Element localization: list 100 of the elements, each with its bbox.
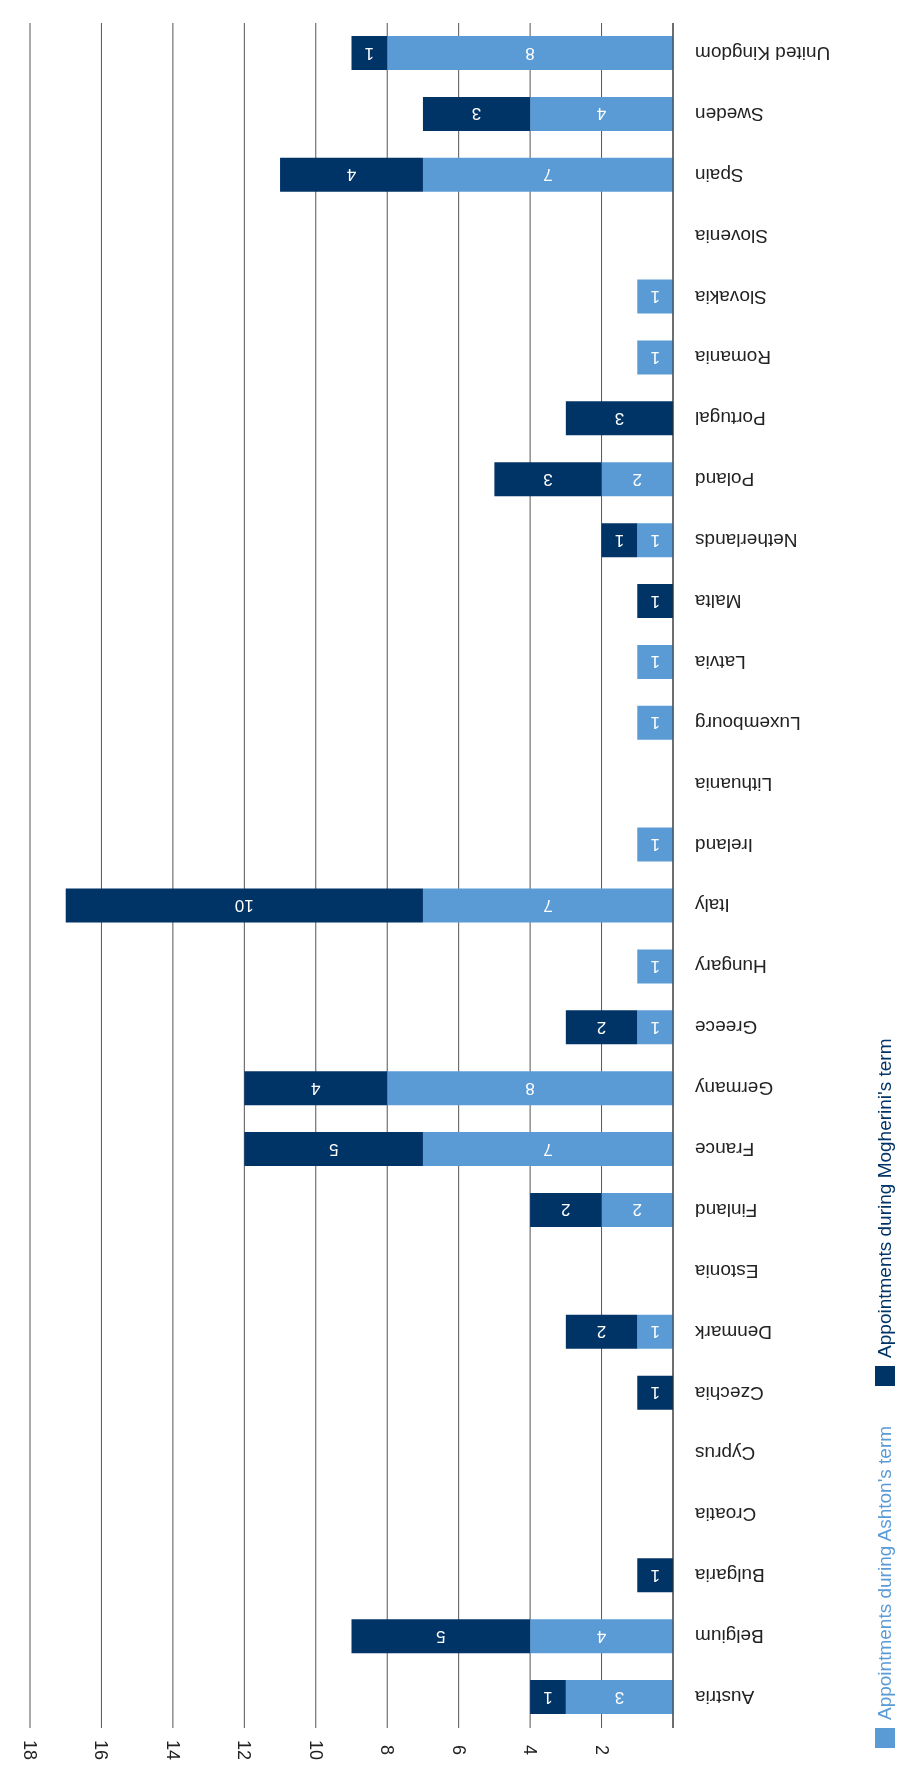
data-label: 1 [650,1322,660,1342]
bar [351,36,388,70]
bar [530,1619,673,1654]
data-label: 1 [650,652,660,672]
bar [565,1680,673,1715]
bar [280,157,423,192]
data-label: 1 [650,956,660,976]
bar [637,949,673,984]
bar [530,1680,566,1715]
y-tick-label: Cyprus [695,1443,756,1465]
data-label: 5 [436,1626,446,1646]
bar [637,1558,673,1593]
y-tick-label: Slovakia [694,286,767,308]
bar [637,1375,673,1410]
data-label: 7 [543,165,553,185]
y-tick-label: France [695,1139,755,1161]
y-tick-label: Bulgaria [694,1565,765,1587]
y-tick-label: Luxembourg [695,712,801,734]
data-label: 7 [543,896,553,915]
y-tick-label: Estonia [694,1260,759,1282]
y-tick-label: Slovenia [694,225,768,247]
bar [637,1010,673,1045]
y-tick-label: Austria [694,1687,755,1709]
bar [637,705,673,740]
bar [637,340,673,375]
bar [637,523,673,558]
data-label: 1 [650,713,660,733]
data-label: 4 [596,1626,607,1646]
data-label: 8 [525,1078,535,1098]
x-tick-label: 8 [377,1744,398,1756]
y-tick-label: Denmark [694,1321,773,1343]
y-tick-label: Greece [695,1017,758,1039]
data-label: 1 [650,287,660,307]
bar [351,1619,531,1654]
text: Appointments during Ashton's term [874,1425,896,1720]
bar [601,462,673,497]
bar [244,1071,388,1106]
data-label: 1 [650,1565,660,1585]
bar [422,96,531,131]
data-label: 10 [234,896,254,915]
bar [422,888,673,923]
x-tick-label: 10 [305,1739,326,1761]
text: Appointments during Mogherini's term [874,1038,896,1358]
data-label: 1 [650,530,660,550]
data-label: 3 [471,104,482,124]
bar [244,1132,423,1167]
x-tick-label: 4 [520,1744,541,1756]
bar [637,279,673,314]
data-label: 1 [650,835,660,855]
x-tick-label: 12 [234,1739,255,1761]
data-label: 3 [614,1687,625,1707]
y-tick-label: Croatia [694,1504,757,1526]
data-label: 7 [543,1139,553,1159]
data-label: 1 [364,43,375,63]
y-tick-label: Italy [694,895,730,917]
bar [565,401,673,436]
y-tick-label: Finland [695,1199,758,1221]
data-label: 8 [525,43,535,63]
data-label: 2 [561,1200,571,1220]
bar [422,157,673,192]
y-tick-label: Czechia [694,1382,764,1404]
y-tick-label: Malta [694,590,742,612]
y-tick-label: Lithuania [694,773,773,795]
bar [637,827,673,862]
bar [494,462,602,497]
data-label: 1 [614,530,625,550]
bar [637,584,673,619]
y-tick-label: Germany [694,1078,774,1100]
bar [637,1314,673,1349]
y-tick-label: Sweden [695,103,764,125]
data-label: 1 [650,347,660,367]
y-tick-label: Spain [695,164,744,186]
y-tick-label: Belgium [695,1626,764,1648]
data-label: 5 [328,1139,339,1159]
data-label: 4 [596,104,607,124]
y-tick-label: Romania [694,347,772,369]
x-tick-label: 18 [20,1739,40,1761]
bar [387,36,673,70]
bar [601,523,638,558]
y-tick-label: United Kingdom [695,42,831,64]
bar [637,644,673,679]
y-tick-label: Portugal [695,408,766,430]
bar [565,1314,638,1349]
bar [422,1132,673,1167]
data-label: 1 [650,591,660,611]
data-label: 2 [632,469,643,489]
bar [387,1071,673,1106]
y-tick-label: Netherlands [695,530,798,552]
bar [565,1010,638,1045]
data-label: 4 [346,165,357,185]
x-tick-label: 14 [162,1739,183,1761]
data-label: 2 [632,1200,643,1220]
x-tick-label: 2 [591,1744,612,1756]
x-tick-label: 16 [91,1739,112,1761]
y-tick-label: Hungary [694,956,767,978]
bar [601,1192,673,1227]
data-label: 1 [543,1687,553,1707]
data-label: 3 [543,469,553,489]
bar [530,96,673,131]
data-label: 1 [650,1017,660,1037]
